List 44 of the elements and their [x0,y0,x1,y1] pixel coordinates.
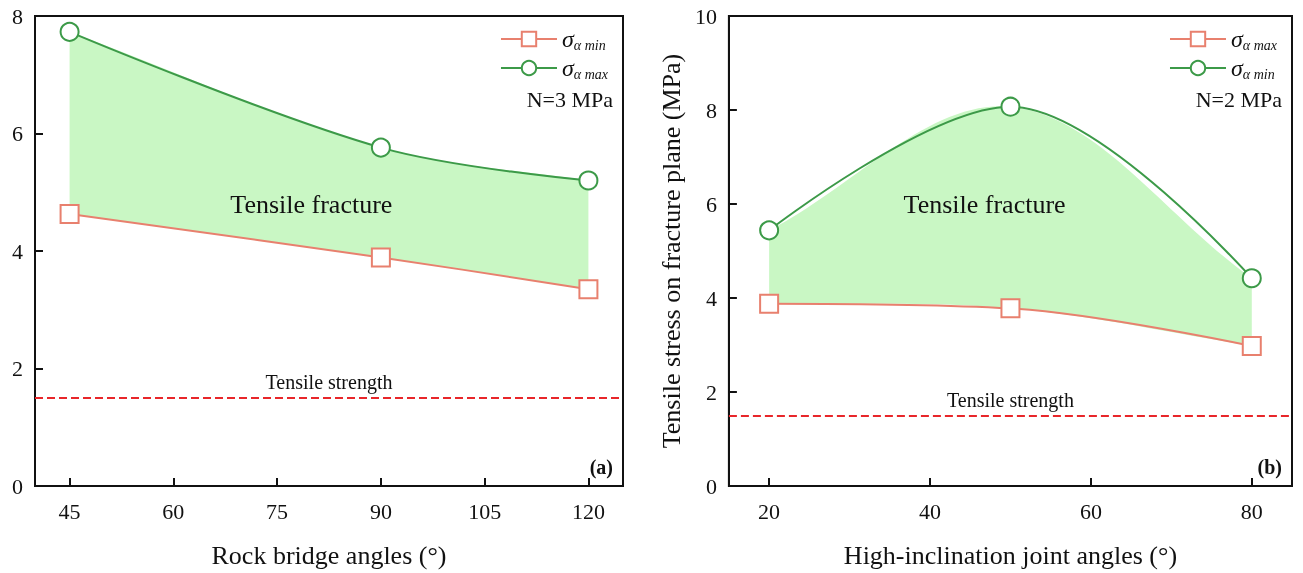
point [1241,335,1262,356]
x-axis-title: Rock bridge angles (°) [211,540,447,570]
ref-line-label: Tensile strength [947,388,1074,412]
point [1000,298,1021,319]
y-tick-label: 6 [12,121,23,146]
y-tick-label: 0 [12,473,23,499]
x-tick-label: 75 [266,498,289,524]
point [59,21,80,42]
y-tick-label: 8 [12,3,23,29]
y-tick-label: 0 [705,473,717,499]
point [759,220,780,241]
point [59,203,80,224]
y-tick-label: 4 [12,238,23,264]
y-axis-title: Tensile stress on fracture plane (MPa) [656,53,686,449]
y-tick-label: 2 [705,379,717,405]
point [1241,268,1262,289]
y-tick-label: 2 [12,356,23,381]
y-tick-label: 8 [705,97,717,123]
y-tick-label: 10 [694,3,717,29]
point [370,137,391,158]
annotation: N=2 MPa [1195,86,1283,112]
x-tick-label: 45 [58,498,81,524]
y-tick-label: 4 [705,285,717,311]
point [578,279,599,300]
x-axis-title: High-inclination joint angles (°) [843,540,1178,570]
annotation: (a) [589,456,613,479]
point [759,293,780,314]
x-tick-label: 120 [571,498,605,524]
x-tick-label: 20 [758,498,781,524]
annotation: (b) [1257,456,1282,479]
x-tick-label: 90 [369,498,392,524]
annotation: Tensile fracture [903,189,1066,219]
x-tick-label: 80 [1240,498,1263,524]
annotation: N=3 MPa [526,86,614,112]
point [1000,96,1021,117]
point [370,247,391,268]
ref-line-label: Tensile strength [265,370,393,394]
y-tick-label: 6 [705,191,717,217]
point [578,170,599,191]
x-tick-label: 40 [919,498,942,524]
x-tick-label: 60 [1079,498,1102,524]
x-tick-label: 60 [162,498,185,524]
x-tick-label: 105 [468,498,502,524]
annotation: Tensile fracture [230,189,393,219]
